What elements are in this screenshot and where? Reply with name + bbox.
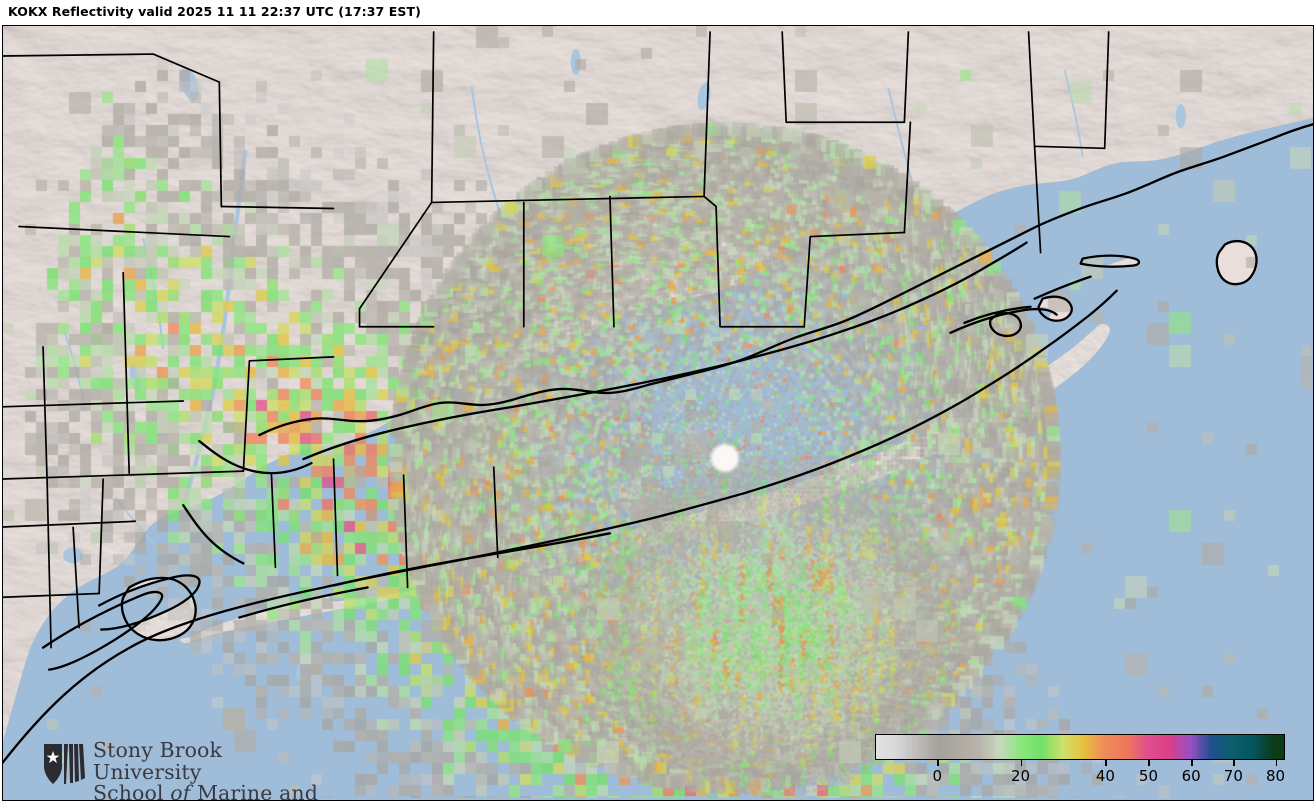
colorbar-tick-label-0: 0	[932, 767, 943, 785]
colorbar-tick-label-40: 40	[1095, 767, 1115, 785]
colorbar-tick-labels: 0 20 40 50 60 70 80	[875, 760, 1285, 794]
colorbar-tick	[1233, 760, 1235, 766]
colorbar-tick-label-50: 50	[1138, 767, 1159, 785]
colorbar-tick	[1020, 760, 1022, 766]
colorbar-tick	[1105, 760, 1107, 766]
colorbar-gradient	[875, 734, 1285, 760]
colorbar-tick	[1191, 760, 1193, 766]
page-title: KOKX Reflectivity valid 2025 11 11 22:37…	[8, 4, 421, 19]
colorbar[interactable]: 0 20 40 50 60 70 80	[875, 734, 1289, 796]
colorbar-tick	[937, 760, 939, 766]
colorbar-tick-label-20: 20	[1011, 767, 1031, 785]
title-bar: KOKX Reflectivity valid 2025 11 11 22:37…	[0, 0, 1316, 25]
colorbar-tick	[1148, 760, 1150, 766]
boundaries-layer	[3, 26, 1313, 800]
colorbar-tick-label-60: 60	[1181, 767, 1201, 785]
colorbar-tick-label-80: 80	[1266, 767, 1286, 785]
colorbar-tick	[1275, 760, 1277, 766]
map-panel[interactable]: Stony Brook University School of Marine …	[2, 25, 1314, 801]
colorbar-tick-label-70: 70	[1223, 767, 1243, 785]
